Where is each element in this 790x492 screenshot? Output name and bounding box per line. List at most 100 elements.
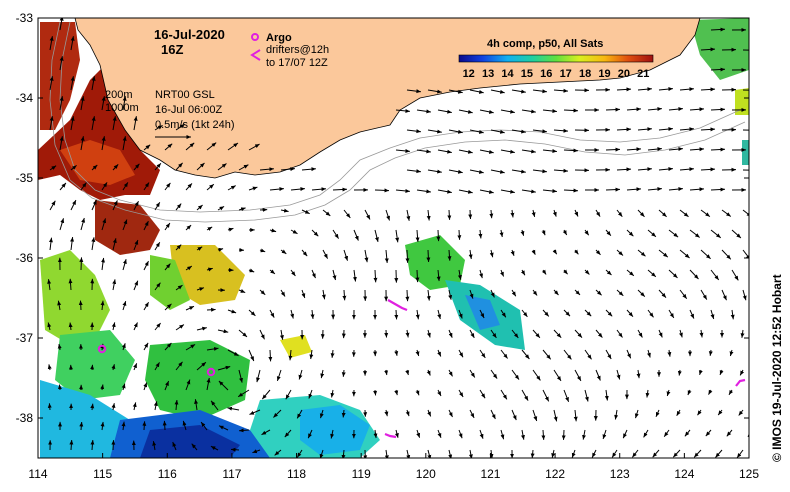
- current-vector: [652, 449, 660, 458]
- current-vector: [740, 329, 745, 338]
- current-vector: [626, 229, 634, 237]
- current-vector: [296, 409, 303, 419]
- current-vector: [90, 364, 95, 371]
- current-vector: [448, 329, 453, 338]
- current-vector: [79, 421, 84, 431]
- current-vector: [595, 249, 601, 256]
- sst-patch-south-cyan2: [300, 405, 370, 455]
- current-vector: [206, 267, 213, 272]
- current-vector: [562, 229, 568, 236]
- current-vector: [143, 182, 150, 191]
- current-vector: [49, 165, 57, 171]
- current-vector: [655, 409, 660, 418]
- current-vector: [395, 148, 410, 153]
- current-vector: [154, 202, 161, 211]
- current-vector: [59, 218, 65, 231]
- current-vector: [595, 369, 601, 381]
- drifter-legend-label-2: to 17/07 12Z: [266, 57, 328, 69]
- current-vector: [210, 445, 219, 451]
- current-vector: [426, 209, 431, 221]
- current-vector: [605, 269, 612, 276]
- current-vector: [574, 329, 583, 338]
- current-vector: [427, 169, 442, 174]
- current-vector: [121, 421, 126, 431]
- current-vector: [668, 309, 675, 319]
- current-vector: [626, 269, 635, 277]
- current-vector: [185, 183, 193, 191]
- current-vector: [458, 389, 464, 398]
- current-vector: [728, 389, 734, 396]
- current-vector: [499, 229, 504, 238]
- current-vector: [689, 107, 705, 112]
- current-vector: [217, 247, 224, 252]
- current-vector: [48, 237, 53, 251]
- current-vector: [330, 349, 335, 358]
- current-vector: [416, 189, 431, 194]
- current-vector: [672, 449, 681, 458]
- current-vector: [196, 361, 207, 371]
- current-vector: [731, 269, 739, 281]
- current-vector: [175, 244, 182, 251]
- current-vector: [520, 229, 525, 236]
- current-vector: [705, 429, 712, 437]
- current-vector: [595, 289, 602, 296]
- current-vector: [614, 409, 619, 420]
- current-vector: [101, 182, 108, 191]
- current-vector: [206, 307, 216, 312]
- current-vector: [122, 96, 127, 111]
- current-vector: [133, 280, 139, 291]
- current-vector: [721, 249, 732, 260]
- current-vector: [101, 218, 107, 231]
- current-vector: [343, 209, 351, 219]
- current-vector: [406, 129, 421, 134]
- contour-1000m: [49, 21, 746, 223]
- current-vector: [490, 329, 497, 339]
- current-vector: [658, 329, 663, 338]
- current-vector: [710, 147, 726, 152]
- current-vector: [490, 129, 505, 134]
- current-vector: [384, 249, 389, 263]
- current-vector: [500, 389, 508, 400]
- current-vector: [301, 249, 308, 257]
- current-vector: [91, 116, 96, 131]
- current-vector: [227, 185, 236, 191]
- current-vector: [553, 369, 562, 382]
- current-vector: [122, 182, 129, 191]
- current-vector: [616, 127, 632, 132]
- current-vector: [500, 429, 505, 440]
- current-vector: [101, 96, 106, 111]
- current-vector: [490, 169, 505, 174]
- current-vector: [100, 343, 105, 351]
- current-vector: [479, 349, 486, 359]
- x-tick-label: 119: [352, 467, 371, 481]
- current-vector: [394, 429, 399, 438]
- current-vector: [571, 449, 576, 458]
- current-vector: [182, 420, 187, 431]
- current-vector: [553, 289, 559, 296]
- current-vector: [437, 109, 452, 114]
- current-vector: [415, 229, 420, 243]
- current-vector: [249, 409, 261, 415]
- current-vector: [574, 369, 582, 382]
- current-vector: [697, 409, 702, 416]
- drifters: [384, 299, 746, 439]
- current-vector: [658, 289, 667, 298]
- current-vector: [395, 108, 410, 113]
- y-axis: -33 -34 -35 -36 -37 -38: [16, 11, 749, 425]
- current-vector: [700, 167, 716, 172]
- current-vector: [162, 420, 167, 431]
- current-vector: [394, 389, 399, 396]
- contour-1000m-label: 1000m: [105, 102, 139, 114]
- drifter-legend-label-1: drifters@12h: [266, 44, 329, 56]
- current-vector: [285, 389, 292, 400]
- current-vector: [196, 287, 205, 292]
- colorbar-tick-label: 21: [637, 68, 649, 80]
- current-vector: [521, 389, 529, 401]
- current-vector: [68, 278, 73, 291]
- current-vector: [658, 209, 667, 218]
- x-axis: 114 115 116 117 118 119 120 121 122 123 124 125: [28, 453, 759, 481]
- x-tick-label: 117: [222, 467, 241, 481]
- current-vector: [658, 167, 673, 172]
- current-vector: [693, 449, 702, 458]
- current-vector: [175, 324, 185, 331]
